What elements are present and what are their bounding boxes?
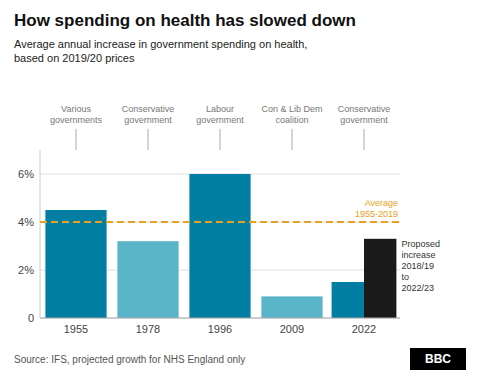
bar [332, 282, 364, 318]
bar [364, 239, 396, 318]
text-line: based on 2019/20 prices [14, 52, 135, 64]
average-group [40, 222, 400, 223]
text-line: 1955-2019 [355, 209, 398, 219]
x-axis-line [40, 318, 400, 319]
average-line [40, 221, 400, 223]
era-line [220, 129, 221, 150]
grid [40, 174, 400, 318]
text-line: Average annual increase in government sp… [14, 38, 307, 50]
chart: How spending on health has slowed down Av… [0, 0, 480, 375]
y-tick-label: 6% [18, 168, 34, 180]
text-line: Con & Lib Dem [261, 104, 322, 114]
text-line: government [124, 115, 172, 125]
text-line: Conservative [338, 104, 391, 114]
x-tick-label: 2022 [352, 323, 376, 335]
text-line: Labour [206, 104, 234, 114]
y-tick-label: 0 [28, 312, 34, 324]
era-label: Conservativegovernment [338, 104, 391, 125]
era-line [292, 129, 293, 150]
text-line: Conservative [122, 104, 175, 114]
background [0, 0, 480, 375]
source: Source: IFS, projected growth for NHS En… [14, 354, 245, 365]
bar [45, 210, 106, 318]
era-label: Con & Lib Demcoalition [261, 104, 322, 125]
text-line: coalition [275, 115, 308, 125]
bar [189, 174, 250, 318]
era-label: Labourgovernment [196, 104, 244, 125]
era-label: Variousgovernments [50, 104, 103, 125]
bar [117, 241, 178, 318]
text-line: Various [61, 104, 91, 114]
y-axis-line [40, 150, 41, 318]
x-tick-label: 2009 [280, 323, 304, 335]
x-tick-label: 1978 [136, 323, 160, 335]
annotation: Proposedincrease2018/19to2022/23 [401, 239, 440, 293]
text-line: 2018/19 [401, 261, 434, 271]
era-line [76, 129, 77, 150]
text-line: Proposed [401, 239, 440, 249]
title: How spending on health has slowed down [14, 11, 356, 30]
subtitle: Average annual increase in government sp… [14, 38, 307, 64]
x-tick-label: 1996 [208, 323, 232, 335]
era-line [148, 129, 149, 150]
text-line: 2022/23 [401, 283, 434, 293]
text-line: government [340, 115, 388, 125]
text-line: increase [401, 250, 435, 260]
text-line: governments [50, 115, 103, 125]
x-tick-label: 1955 [64, 323, 88, 335]
average-label: Average1955-2019 [355, 198, 398, 219]
era-line [364, 129, 365, 150]
grid-line [40, 318, 400, 319]
y-tick-label: 2% [18, 264, 34, 276]
text-line: to [401, 272, 409, 282]
text-line: Average [365, 198, 398, 208]
era-label: Conservativegovernment [122, 104, 175, 125]
credit: BBC [425, 352, 451, 366]
y-tick-label: 4% [18, 216, 34, 228]
text-line: government [196, 115, 244, 125]
bars [45, 174, 396, 318]
bar [261, 296, 322, 318]
credit-box [410, 348, 466, 370]
